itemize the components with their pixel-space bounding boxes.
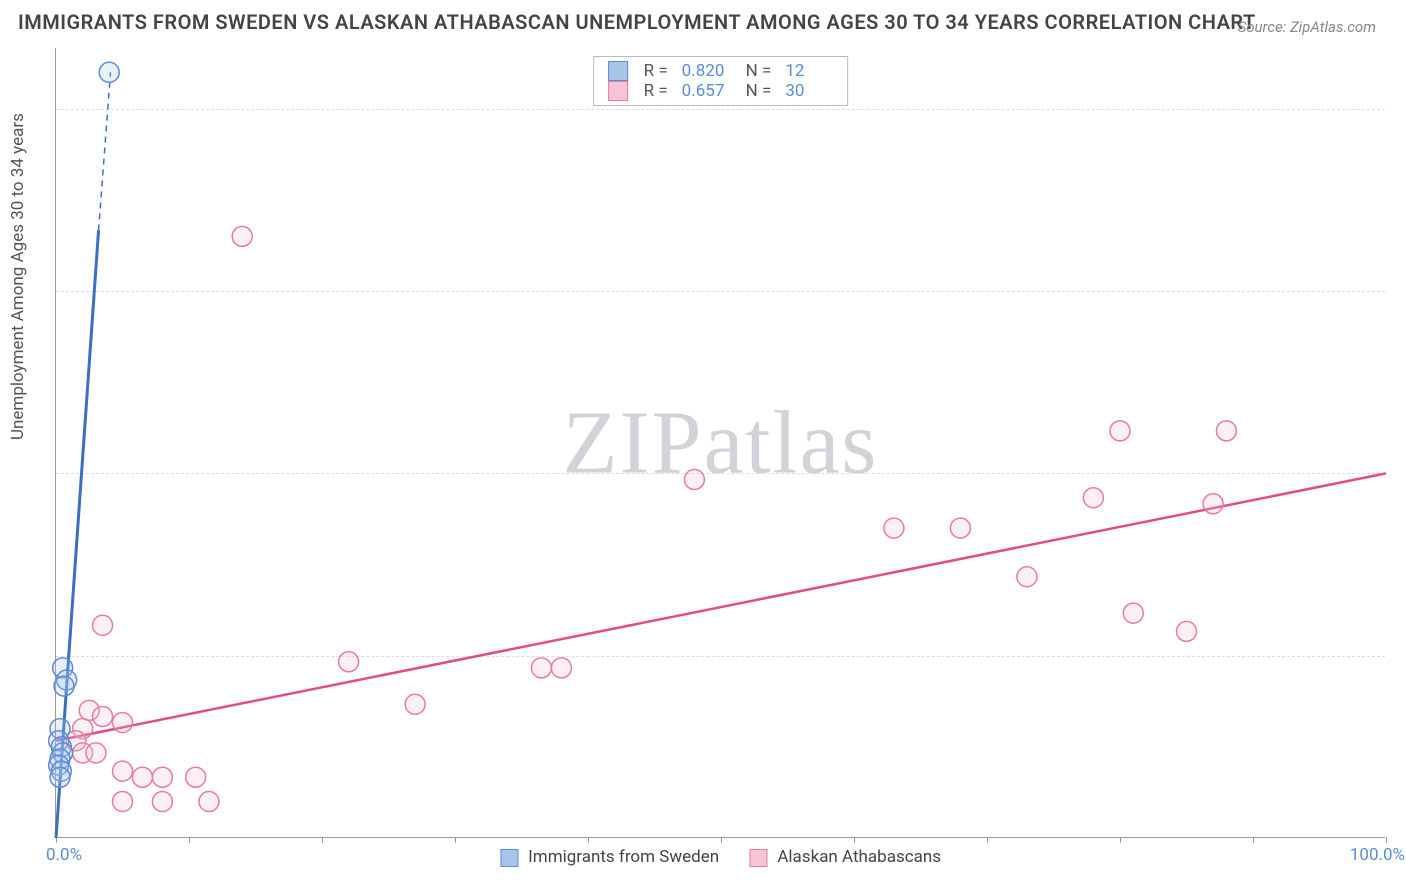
legend-row-athabascan: R = 0.657 N = 30 (608, 81, 834, 101)
x-tick (189, 837, 190, 843)
data-point (86, 743, 106, 763)
source-attribution: Source: ZipAtlas.com (1238, 18, 1376, 36)
y-axis-label: Unemployment Among Ages 30 to 34 years (8, 113, 28, 440)
legend-item-athabascan: Alaskan Athabascans (749, 847, 941, 867)
correlation-legend: R = 0.820 N = 12 R = 0.657 N = 30 (593, 56, 849, 106)
y-tick-label: 15.0% (1395, 646, 1406, 666)
chart-title: IMMIGRANTS FROM SWEDEN VS ALASKAN ATHABA… (18, 10, 1256, 34)
data-point (950, 518, 970, 538)
r-label: R = (644, 81, 668, 101)
data-point (132, 767, 152, 787)
data-point (1216, 421, 1236, 441)
data-point (1110, 421, 1130, 441)
plot-area: ZIPatlas 15.0%30.0%45.0%60.0% R = 0.820 … (55, 48, 1385, 838)
x-tick (1253, 837, 1254, 843)
data-point (1177, 621, 1197, 641)
data-point (339, 652, 359, 672)
r-label: R = (644, 61, 668, 81)
data-point (113, 792, 133, 812)
r-value-sweden: 0.820 (682, 61, 730, 81)
legend-swatch-sweden-bottom (500, 849, 518, 867)
data-point (54, 676, 74, 696)
x-tick (1386, 837, 1387, 843)
legend-swatch-sweden (608, 61, 628, 81)
x-tick (987, 837, 988, 843)
x-tick (322, 837, 323, 843)
data-point (1017, 567, 1037, 587)
y-tick-label: 45.0% (1395, 281, 1406, 301)
data-point (405, 694, 425, 714)
data-point (93, 615, 113, 635)
data-point (152, 792, 172, 812)
legend-swatch-athabascan-bottom (749, 849, 767, 867)
legend-label-sweden: Immigrants from Sweden (528, 847, 719, 867)
n-value-athabascan: 30 (785, 81, 833, 101)
data-point (1123, 603, 1143, 623)
data-point (152, 767, 172, 787)
data-point (884, 518, 904, 538)
x-tick (588, 837, 589, 843)
trend-line (99, 72, 111, 230)
data-point (186, 767, 206, 787)
r-value-athabascan: 0.657 (682, 81, 730, 101)
data-point (113, 713, 133, 733)
n-label: N = (746, 81, 772, 101)
data-point (199, 792, 219, 812)
y-tick-label: 30.0% (1395, 463, 1406, 483)
data-point (531, 658, 551, 678)
n-label: N = (746, 61, 772, 81)
legend-label-athabascan: Alaskan Athabascans (777, 847, 941, 867)
x-axis-max-label: 100.0% (1350, 845, 1405, 865)
x-tick (455, 837, 456, 843)
x-tick (1120, 837, 1121, 843)
data-point (1203, 494, 1223, 514)
n-value-sweden: 12 (785, 61, 833, 81)
x-tick (854, 837, 855, 843)
x-tick (721, 837, 722, 843)
data-point (99, 62, 119, 82)
data-point (113, 761, 133, 781)
legend-row-sweden: R = 0.820 N = 12 (608, 61, 834, 81)
data-point (684, 469, 704, 489)
trend-line (56, 473, 1386, 740)
legend-swatch-athabascan (608, 81, 628, 101)
legend-item-sweden: Immigrants from Sweden (500, 847, 719, 867)
data-point (1083, 488, 1103, 508)
chart-svg (56, 48, 1385, 837)
data-point (93, 706, 113, 726)
series-legend: Immigrants from Sweden Alaskan Athabasca… (500, 847, 941, 867)
data-point (232, 226, 252, 246)
x-axis-min-label: 0.0% (46, 845, 82, 865)
y-tick-label: 60.0% (1395, 99, 1406, 119)
data-point (551, 658, 571, 678)
data-point (50, 767, 70, 787)
